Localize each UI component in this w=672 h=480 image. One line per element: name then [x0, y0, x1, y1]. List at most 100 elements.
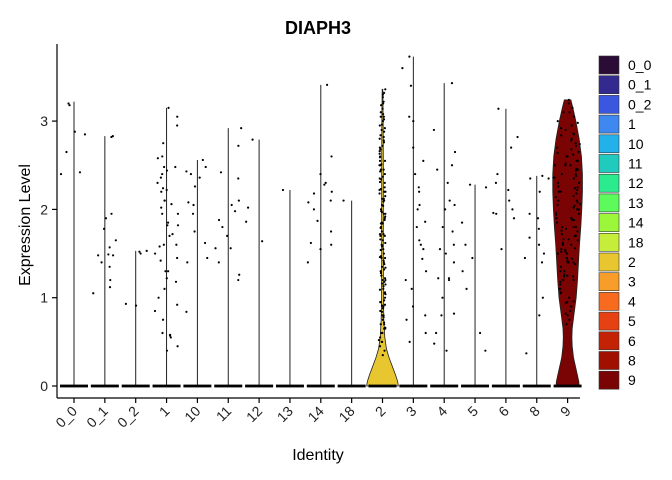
data-point [575, 199, 579, 202]
data-point [169, 336, 172, 339]
data-point [575, 167, 578, 170]
data-point [578, 142, 581, 146]
data-point [382, 135, 385, 139]
x-tick-label: 14 [305, 403, 327, 425]
data-point [567, 102, 571, 105]
data-point [471, 256, 474, 260]
data-point [433, 342, 436, 345]
data-point [569, 164, 572, 167]
data-point [569, 309, 572, 313]
data-point [494, 181, 498, 185]
data-point [245, 220, 248, 223]
data-point [378, 192, 381, 195]
legend-swatch-5 [598, 311, 620, 331]
data-point [563, 273, 566, 276]
legend-label-0_1: 0_1 [628, 77, 652, 93]
data-point [383, 172, 386, 176]
data-point [577, 212, 581, 215]
data-point [570, 257, 574, 260]
data-point [484, 186, 488, 189]
data-point [379, 115, 382, 118]
data-point [572, 300, 575, 303]
data-point [323, 183, 326, 186]
data-point [565, 155, 568, 158]
data-point [383, 299, 386, 302]
data-point [444, 252, 447, 255]
data-point [134, 304, 138, 307]
data-point [573, 204, 576, 207]
data-point [421, 257, 424, 260]
data-point [176, 303, 179, 306]
legend-label-18: 18 [628, 234, 644, 250]
data-point [564, 250, 567, 253]
x-tick-label: 0_2 [114, 403, 142, 431]
data-point [165, 188, 168, 192]
data-point [379, 238, 382, 241]
legend-swatch-8 [598, 351, 620, 370]
data-point [556, 120, 559, 123]
legend-swatch-3 [598, 272, 620, 292]
legend-label-10: 10 [628, 136, 644, 152]
data-point [576, 159, 579, 162]
data-point [378, 188, 381, 192]
data-point [381, 307, 385, 310]
data-point [450, 164, 454, 167]
data-point [382, 252, 386, 255]
data-point [412, 146, 415, 149]
data-point [554, 195, 557, 199]
x-tick-label: 0_0 [52, 403, 80, 431]
data-point [568, 318, 571, 321]
data-point [572, 278, 575, 282]
data-point [541, 296, 544, 299]
data-point [383, 296, 387, 299]
data-point [330, 155, 333, 158]
data-point [557, 185, 560, 188]
data-point [559, 190, 563, 193]
data-point [382, 261, 385, 264]
data-point [556, 181, 560, 185]
data-point [382, 285, 385, 288]
data-point [383, 190, 386, 193]
data-point [561, 243, 565, 246]
data-point [555, 211, 558, 215]
data-point [572, 177, 576, 180]
zero-points-10 [183, 384, 212, 388]
legend-label-0_0: 0_0 [628, 57, 652, 73]
legend-swatch-0_0 [598, 55, 620, 75]
x-tick-label: 1 [156, 403, 173, 420]
data-point [325, 83, 329, 86]
data-point [382, 139, 385, 142]
data-point [59, 172, 63, 176]
data-point [382, 141, 386, 144]
data-point [547, 177, 550, 180]
data-point [559, 270, 562, 273]
data-point [512, 217, 516, 220]
data-point [185, 170, 188, 173]
data-point [206, 256, 209, 260]
data-point [564, 128, 567, 132]
data-point [378, 137, 381, 140]
data-point [380, 123, 384, 126]
data-point [566, 314, 569, 317]
data-point [380, 178, 383, 181]
data-point [566, 274, 569, 277]
data-point [382, 204, 385, 207]
data-point [160, 190, 163, 193]
data-point [329, 199, 332, 202]
data-point [316, 219, 319, 222]
data-point [192, 203, 195, 207]
data-point [166, 224, 169, 227]
chart-title: DIAPH3 [285, 18, 351, 38]
data-point [384, 195, 387, 198]
data-point [414, 172, 417, 176]
data-point [174, 165, 177, 169]
data-point [416, 208, 419, 211]
data-point [492, 211, 495, 215]
x-tick-label: 11 [213, 403, 235, 425]
data-point [379, 271, 383, 275]
data-point [156, 157, 159, 160]
data-point [171, 233, 174, 236]
data-point [383, 303, 387, 306]
data-point [444, 208, 447, 211]
data-point [540, 261, 544, 264]
